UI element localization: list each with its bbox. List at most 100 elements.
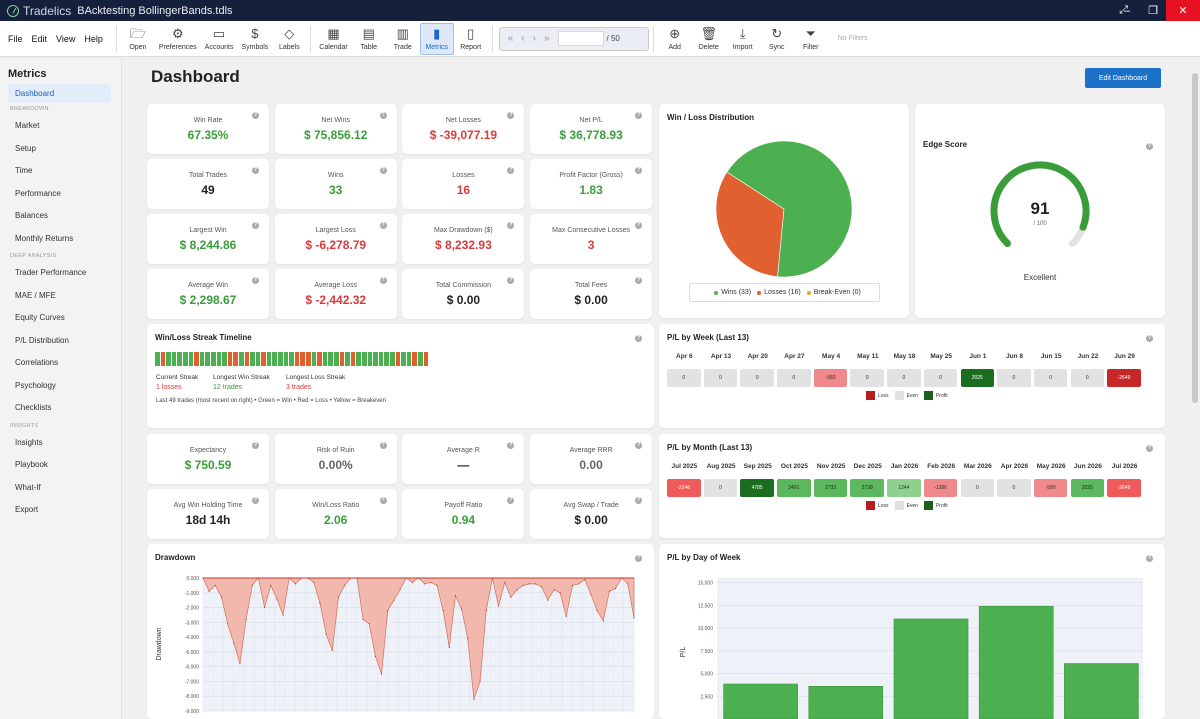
close-button[interactable]: ✕	[1166, 0, 1200, 21]
help-icon[interactable]: ?	[252, 496, 259, 504]
heat-cell[interactable]: 2738	[850, 479, 884, 497]
heat-cell[interactable]: -1386	[923, 479, 958, 497]
heat-cell[interactable]: 0	[850, 369, 884, 387]
labels-button[interactable]: ◇ Labels	[272, 23, 306, 55]
help-icon[interactable]: ?	[507, 496, 515, 504]
heat-cell[interactable]: 2401	[777, 479, 811, 497]
help-icon[interactable]: ?	[379, 277, 387, 284]
add-button[interactable]: ⊕ Add	[658, 23, 692, 55]
help-icon[interactable]: ?	[379, 167, 387, 174]
help-icon[interactable]: ?	[635, 335, 642, 342]
preferences-button[interactable]: ⚙ Preferences	[155, 23, 201, 55]
help-icon[interactable]: ?	[379, 442, 387, 449]
menu-file[interactable]: File	[8, 33, 23, 44]
sidebar-item-checklists[interactable]: Checklists	[15, 403, 52, 412]
sidebar-item-equity-curves[interactable]: Equity Curves	[15, 313, 65, 322]
help-icon[interactable]: ?	[1146, 143, 1153, 150]
sidebar-item-dashboard[interactable]: Dashboard	[8, 84, 111, 103]
sidebar-item-market[interactable]: Market	[15, 121, 40, 130]
help-icon[interactable]: ?	[507, 112, 515, 119]
sidebar-item-p-l-distribution[interactable]: P/L Distribution	[15, 335, 69, 345]
sidebar-item-monthly-returns[interactable]: Monthly Returns	[15, 233, 74, 243]
page-input[interactable]	[557, 31, 604, 46]
help-icon[interactable]: ?	[252, 442, 259, 449]
edit-dashboard-button[interactable]: Edit Dashboard	[1085, 68, 1161, 88]
heat-cell[interactable]: -2246	[667, 479, 701, 497]
help-icon[interactable]: ?	[1146, 555, 1153, 562]
first-page-icon[interactable]: «	[507, 33, 514, 44]
restore-button[interactable]: ❐	[1148, 5, 1158, 17]
heat-cell[interactable]: 0	[777, 369, 811, 387]
help-icon[interactable]: ?	[252, 222, 259, 229]
last-page-icon[interactable]: »	[543, 33, 550, 44]
help-icon[interactable]: ?	[252, 112, 259, 119]
help-icon[interactable]: ?	[379, 112, 387, 119]
heat-cell[interactable]: 0	[997, 369, 1031, 387]
heat-cell[interactable]: 1244	[887, 479, 921, 497]
sidebar-item-trader-performance[interactable]: Trader Performance	[15, 268, 87, 277]
help-icon[interactable]: ?	[252, 167, 259, 174]
sidebar-item-time[interactable]: Time	[15, 166, 33, 175]
heat-cell[interactable]: -580	[813, 369, 848, 387]
symbols-button[interactable]: $ Symbols	[237, 23, 272, 55]
help-icon[interactable]: ?	[635, 442, 643, 449]
sync-button[interactable]: ↻ Sync	[760, 23, 794, 55]
help-icon[interactable]: ?	[507, 277, 515, 284]
sidebar-item-playbook[interactable]: Playbook	[15, 460, 48, 469]
open-button[interactable]: 🗁 Open	[121, 23, 155, 55]
scrollbar-thumb[interactable]	[1192, 73, 1198, 403]
filter-button[interactable]: ⏷ Filter	[794, 23, 828, 55]
heat-cell[interactable]: 2025	[1070, 479, 1105, 497]
metrics-button[interactable]: ▮ Metrics	[419, 22, 454, 55]
calendar-button[interactable]: ▦ Calendar	[315, 23, 351, 55]
help-icon[interactable]: ?	[1146, 445, 1153, 452]
help-icon[interactable]: ?	[379, 496, 387, 504]
trade-button[interactable]: ▥ Trade	[386, 23, 420, 55]
sidebar-item-mae-mfe[interactable]: MAE / MFE	[15, 290, 56, 300]
heat-cell[interactable]: 0	[1070, 369, 1105, 387]
help-icon[interactable]: ?	[635, 222, 643, 229]
heat-cell[interactable]: 0	[703, 479, 738, 497]
help-icon[interactable]: ?	[1146, 335, 1153, 342]
heat-cell[interactable]: 0	[667, 369, 701, 387]
minimize-button[interactable]: –	[1123, 4, 1131, 17]
help-icon[interactable]: ?	[635, 167, 643, 174]
sidebar-item-export[interactable]: Export	[15, 505, 39, 514]
heat-cell[interactable]: 0	[997, 479, 1031, 497]
sidebar-item-correlations[interactable]: Correlations	[15, 358, 59, 367]
menu-edit[interactable]: Edit	[31, 33, 48, 44]
import-button[interactable]: ⤓ Import	[726, 23, 760, 55]
help-icon[interactable]: ?	[635, 496, 643, 504]
help-icon[interactable]: ?	[252, 277, 259, 284]
heat-cell[interactable]: 4785	[740, 479, 774, 497]
sidebar-item-performance[interactable]: Performance	[15, 188, 61, 198]
sidebar-item-insights[interactable]: Insights	[15, 437, 43, 447]
heat-cell[interactable]: -580	[1033, 479, 1068, 497]
scrollbar[interactable]	[1190, 58, 1200, 719]
delete-button[interactable]: 🗑 Delete	[692, 23, 726, 55]
help-icon[interactable]: ?	[635, 112, 643, 119]
heat-cell[interactable]: -2649	[1107, 369, 1141, 387]
heat-cell[interactable]: 0	[703, 369, 738, 387]
sidebar-item-balances[interactable]: Balances	[15, 211, 48, 220]
heat-cell[interactable]: 0	[960, 479, 994, 497]
help-icon[interactable]: ?	[635, 277, 643, 284]
help-icon[interactable]: ?	[379, 222, 387, 229]
help-icon[interactable]: ?	[507, 442, 515, 449]
sidebar-item-what-if[interactable]: What-If	[15, 482, 41, 492]
sidebar-item-setup[interactable]: Setup	[15, 143, 36, 153]
heat-cell[interactable]: 0	[1033, 369, 1068, 387]
help-icon[interactable]: ?	[635, 555, 642, 562]
help-icon[interactable]: ?	[507, 222, 515, 229]
fullscreen-icon[interactable]: ⤢	[1119, 4, 1128, 16]
heat-cell[interactable]: 2732	[813, 479, 848, 497]
menu-view[interactable]: View	[56, 33, 76, 44]
table-button[interactable]: ▤ Table	[352, 23, 386, 55]
menu-help[interactable]: Help	[84, 33, 103, 44]
sidebar-item-psychology[interactable]: Psychology	[15, 380, 56, 390]
help-icon[interactable]: ?	[507, 167, 515, 174]
heat-cell[interactable]: 2025	[960, 369, 994, 387]
next-page-icon[interactable]: ›	[532, 33, 536, 44]
heat-cell[interactable]: 0	[887, 369, 921, 387]
heat-cell[interactable]: 0	[740, 369, 774, 387]
